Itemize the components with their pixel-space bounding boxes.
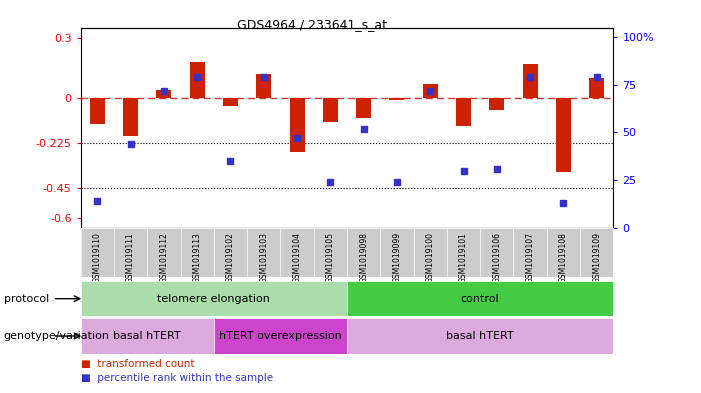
Bar xyxy=(347,318,613,354)
Bar xyxy=(223,97,238,106)
Point xyxy=(292,135,303,141)
Bar xyxy=(81,281,347,316)
Text: GSM1019103: GSM1019103 xyxy=(259,232,268,283)
Text: genotype/variation: genotype/variation xyxy=(4,331,109,341)
Point xyxy=(524,74,536,80)
Bar xyxy=(323,97,338,122)
Bar xyxy=(190,62,205,97)
Text: GSM1019102: GSM1019102 xyxy=(226,232,235,283)
Point xyxy=(325,179,336,185)
Text: GDS4964 / 233641_s_at: GDS4964 / 233641_s_at xyxy=(237,18,387,31)
Bar xyxy=(590,78,604,97)
Point xyxy=(425,87,436,94)
Bar xyxy=(489,97,504,110)
Text: GSM1019110: GSM1019110 xyxy=(93,232,102,283)
Text: hTERT overexpression: hTERT overexpression xyxy=(219,331,342,341)
Point xyxy=(125,141,136,147)
Point xyxy=(92,198,103,204)
Text: ■  percentile rank within the sample: ■ percentile rank within the sample xyxy=(81,373,273,383)
Point xyxy=(191,74,203,80)
Text: GSM1019107: GSM1019107 xyxy=(526,232,535,283)
Point xyxy=(558,200,569,206)
Bar xyxy=(356,97,371,118)
Point xyxy=(391,179,402,185)
Bar xyxy=(156,90,171,97)
Bar xyxy=(81,318,214,354)
Text: basal hTERT: basal hTERT xyxy=(114,331,181,341)
Text: GSM1019101: GSM1019101 xyxy=(459,232,468,283)
Point xyxy=(591,74,602,80)
Bar xyxy=(347,281,613,316)
Text: GSM1019100: GSM1019100 xyxy=(426,232,435,283)
Bar xyxy=(523,64,538,97)
Text: basal hTERT: basal hTERT xyxy=(447,331,514,341)
Text: control: control xyxy=(461,294,500,304)
Bar xyxy=(423,84,437,97)
Point xyxy=(258,74,269,80)
Text: GSM1019113: GSM1019113 xyxy=(193,232,202,283)
Text: GSM1019105: GSM1019105 xyxy=(326,232,335,283)
Text: GSM1019104: GSM1019104 xyxy=(292,232,301,283)
Text: protocol: protocol xyxy=(4,294,49,304)
Point xyxy=(158,87,170,94)
Bar xyxy=(290,97,304,152)
Text: GSM1019099: GSM1019099 xyxy=(393,232,402,283)
Point xyxy=(358,125,369,132)
Bar xyxy=(257,73,271,97)
Bar xyxy=(123,97,138,136)
Point xyxy=(225,158,236,164)
Text: GSM1019111: GSM1019111 xyxy=(126,232,135,283)
Point xyxy=(458,167,469,174)
Text: GSM1019108: GSM1019108 xyxy=(559,232,568,283)
Text: ■  transformed count: ■ transformed count xyxy=(81,360,194,369)
Text: telomere elongation: telomere elongation xyxy=(157,294,271,304)
Bar xyxy=(90,97,104,124)
Point xyxy=(491,165,503,172)
Text: GSM1019112: GSM1019112 xyxy=(159,232,168,283)
Bar xyxy=(214,318,347,354)
Bar xyxy=(456,97,471,126)
Bar xyxy=(390,97,404,100)
Text: GSM1019098: GSM1019098 xyxy=(359,232,368,283)
Text: GSM1019106: GSM1019106 xyxy=(492,232,501,283)
Bar xyxy=(556,97,571,172)
Text: GSM1019109: GSM1019109 xyxy=(592,232,601,283)
